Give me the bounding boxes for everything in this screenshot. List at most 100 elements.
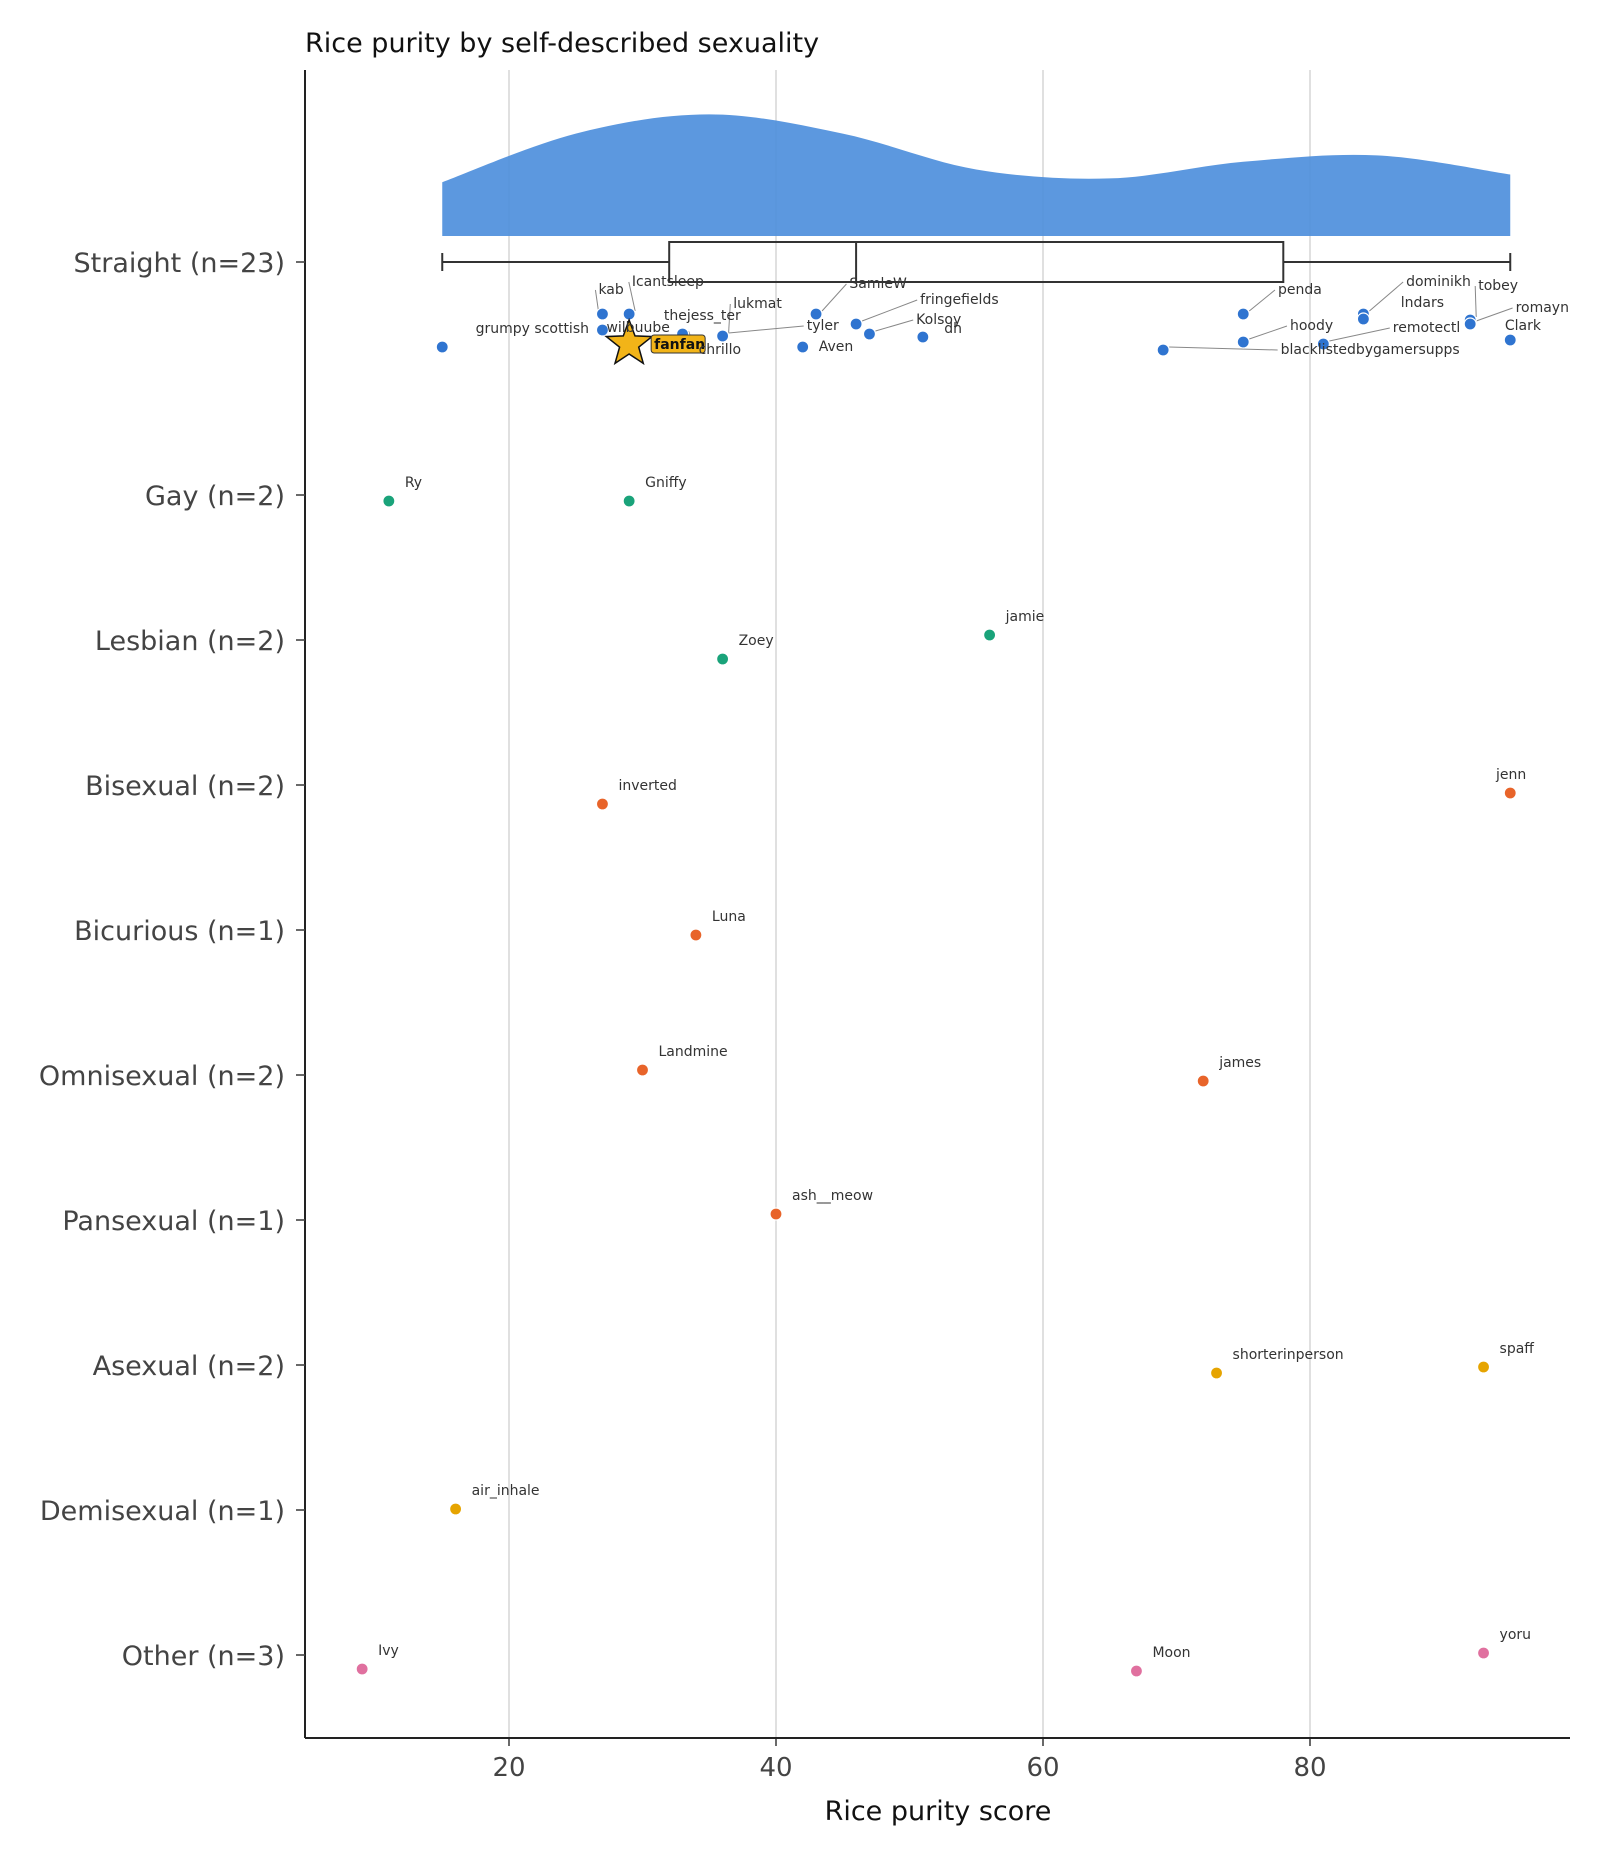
x-tick-label: 20 (492, 1753, 525, 1783)
x-axis-label: Rice purity score (825, 1796, 1052, 1827)
data-point (635, 1063, 650, 1077)
point-label: Landmine (659, 1044, 728, 1060)
label-leader (875, 319, 914, 332)
data-point (1503, 786, 1517, 800)
point-label: fringefields (920, 292, 998, 308)
point-label: Kolsoy (916, 312, 961, 328)
label-leader (594, 289, 599, 312)
point-label: inverted (618, 778, 676, 794)
label-leader (1474, 285, 1477, 318)
point-label: james (1218, 1055, 1261, 1071)
label-leaders (594, 281, 1513, 351)
data-point (622, 494, 636, 508)
data-point (1463, 317, 1477, 331)
x-tick-label: 40 (759, 1753, 792, 1783)
label-leader (1476, 307, 1513, 322)
point-label: wilbuube (606, 320, 669, 336)
data-point (1503, 333, 1517, 347)
label-leader (821, 283, 847, 312)
data-point (689, 928, 703, 942)
data-point (355, 1662, 369, 1676)
data-point (1476, 1360, 1491, 1374)
point-label: blacklistedbygamersupps (1281, 342, 1460, 358)
point-label: dh (944, 321, 962, 337)
y-tick-label: Straight (n=23) (74, 248, 285, 279)
point-label: remotectl (1393, 320, 1460, 336)
point-label: jamie (1005, 609, 1045, 625)
point-label: lukmat (733, 296, 782, 312)
point-label: Gniffy (645, 475, 687, 491)
label-leader (1169, 346, 1278, 351)
point-label: spaff (1500, 1341, 1535, 1357)
axes: 20 40 60 80 Straight (n=23) Gay (n=2) Lesbian … (39, 70, 1570, 1783)
highlight-star (604, 317, 655, 366)
data-point (1476, 1646, 1491, 1660)
data-point (715, 652, 730, 666)
data-point (1356, 312, 1371, 326)
y-tick-label: Other (n=3) (122, 1641, 285, 1672)
data-point (449, 1502, 463, 1516)
data-point (982, 628, 997, 642)
label-leader (728, 325, 804, 334)
point-label: Icantsleep (632, 274, 704, 290)
y-tick-label: Bicurious (n=1) (74, 916, 285, 947)
data-point (809, 307, 823, 321)
point-label: Clark (1505, 318, 1542, 334)
data-point (595, 323, 610, 337)
point-label: dominikh (1406, 274, 1471, 290)
point-label: Zoey (739, 633, 774, 649)
data-point (715, 329, 730, 343)
point-label: chrillo (699, 342, 742, 358)
density-area (442, 114, 1511, 236)
data-points (355, 307, 1517, 1678)
y-tick-label: Asexual (n=2) (93, 1351, 285, 1382)
highlight-label-box (650, 334, 706, 354)
data-point (862, 327, 877, 341)
data-point (1156, 343, 1170, 357)
point-label: lndars (1401, 295, 1444, 311)
point-label: romayn (1516, 300, 1569, 316)
point-label: shorterinperson (1233, 1347, 1344, 1363)
point-labels: grumpy scottish kab wilbuube Icantsleep fanf… (378, 274, 1569, 1661)
point-label: tyler (807, 318, 839, 334)
data-point (796, 340, 810, 354)
label-leader (1248, 289, 1276, 312)
point-label: tobey (1478, 278, 1518, 294)
point-label: grumpy scottish (476, 321, 589, 337)
data-point (849, 317, 863, 331)
data-point (595, 797, 610, 811)
label-leader (1369, 281, 1404, 312)
label-leader (1329, 327, 1390, 342)
data-point (769, 1207, 783, 1221)
x-tick-label: 60 (1026, 1753, 1059, 1783)
data-point (382, 494, 396, 508)
point-label: kab (598, 282, 623, 298)
point-label: Ry (405, 475, 422, 491)
data-point (1316, 337, 1330, 351)
data-point (595, 307, 610, 321)
point-label: Luna (712, 909, 746, 925)
point-label: Aven (819, 339, 854, 355)
data-point (1196, 1074, 1210, 1088)
label-leader (1249, 325, 1288, 340)
point-label: hoody (1290, 318, 1333, 334)
gridlines (508, 70, 1311, 1738)
data-point (1236, 335, 1250, 349)
data-point (916, 330, 930, 344)
label-leader (728, 303, 731, 334)
data-point (1236, 307, 1250, 321)
point-label: ash__meow (792, 1188, 873, 1204)
y-tick-label: Lesbian (n=2) (95, 626, 285, 657)
box-plot (441, 241, 1512, 283)
y-tick-label: Gay (n=2) (145, 481, 285, 512)
chart-title: Rice purity by self-described sexuality (305, 28, 819, 59)
point-label: air_inhale (472, 1483, 540, 1499)
point-label: SamleW (849, 276, 907, 292)
data-point (435, 340, 449, 354)
highlight-label: fanfan (654, 337, 705, 353)
point-label: thejess_ter (664, 308, 741, 324)
point-label: penda (1278, 282, 1322, 298)
label-leader (628, 281, 636, 312)
data-point (1209, 1366, 1224, 1380)
